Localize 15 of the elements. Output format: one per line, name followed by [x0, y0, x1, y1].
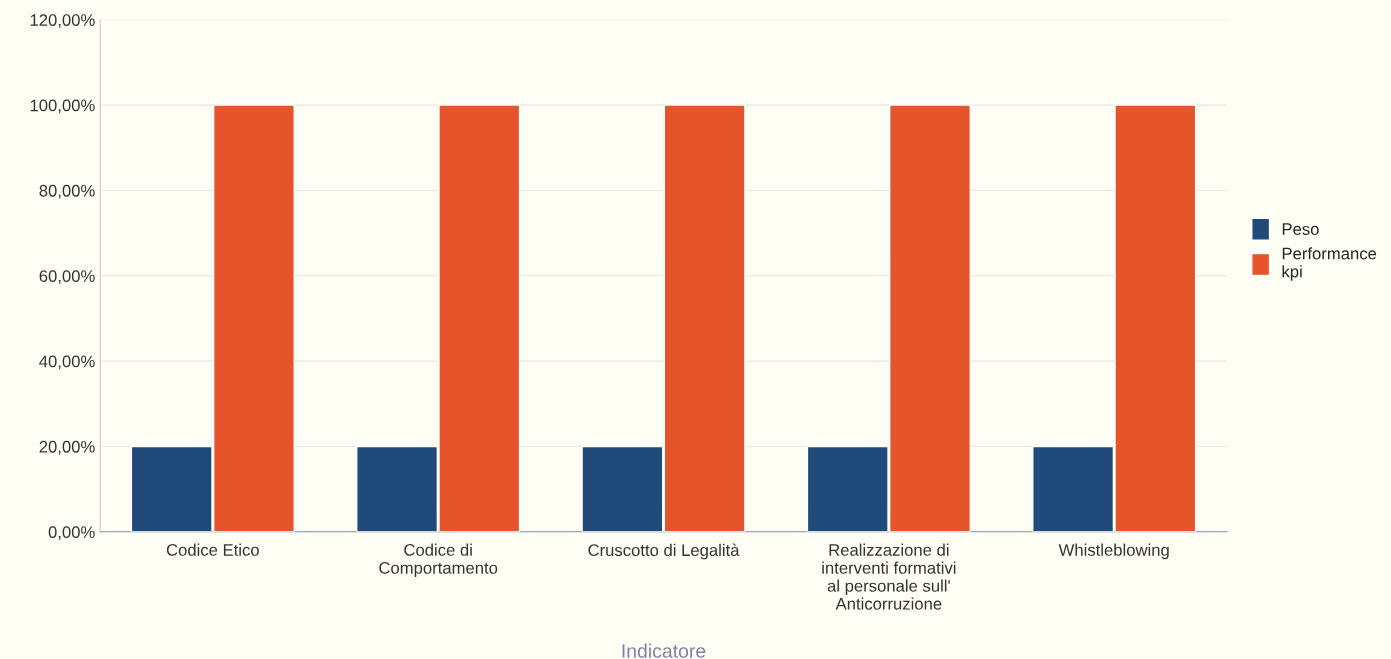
y-tick-label: 60,00%: [39, 270, 95, 284]
y-tick-label: 100,00%: [30, 99, 95, 114]
x-tick-label: Whistleblowing: [1058, 543, 1169, 560]
x-axis-title: Indicatore: [622, 643, 706, 658]
y-tick-label: 0,00%: [48, 526, 95, 540]
legend-label: Peso: [1282, 223, 1319, 235]
x-tick-label: Codice Etico: [166, 543, 259, 556]
y-tick-label: 40,00%: [39, 355, 95, 370]
x-tick-label: Cruscotto di Legalità: [588, 543, 740, 560]
x-tick-label: Realizzazione di interventi formativi al personale sull' Anticorruzione: [822, 543, 956, 610]
y-tick-label: 20,00%: [39, 440, 95, 455]
y-tick-label: 80,00%: [39, 184, 95, 199]
y-tick-label: 120,00%: [30, 14, 95, 28]
legend-label: Performance kpi: [1282, 247, 1377, 281]
x-tick-label: Codice di Comportamento: [379, 543, 498, 578]
